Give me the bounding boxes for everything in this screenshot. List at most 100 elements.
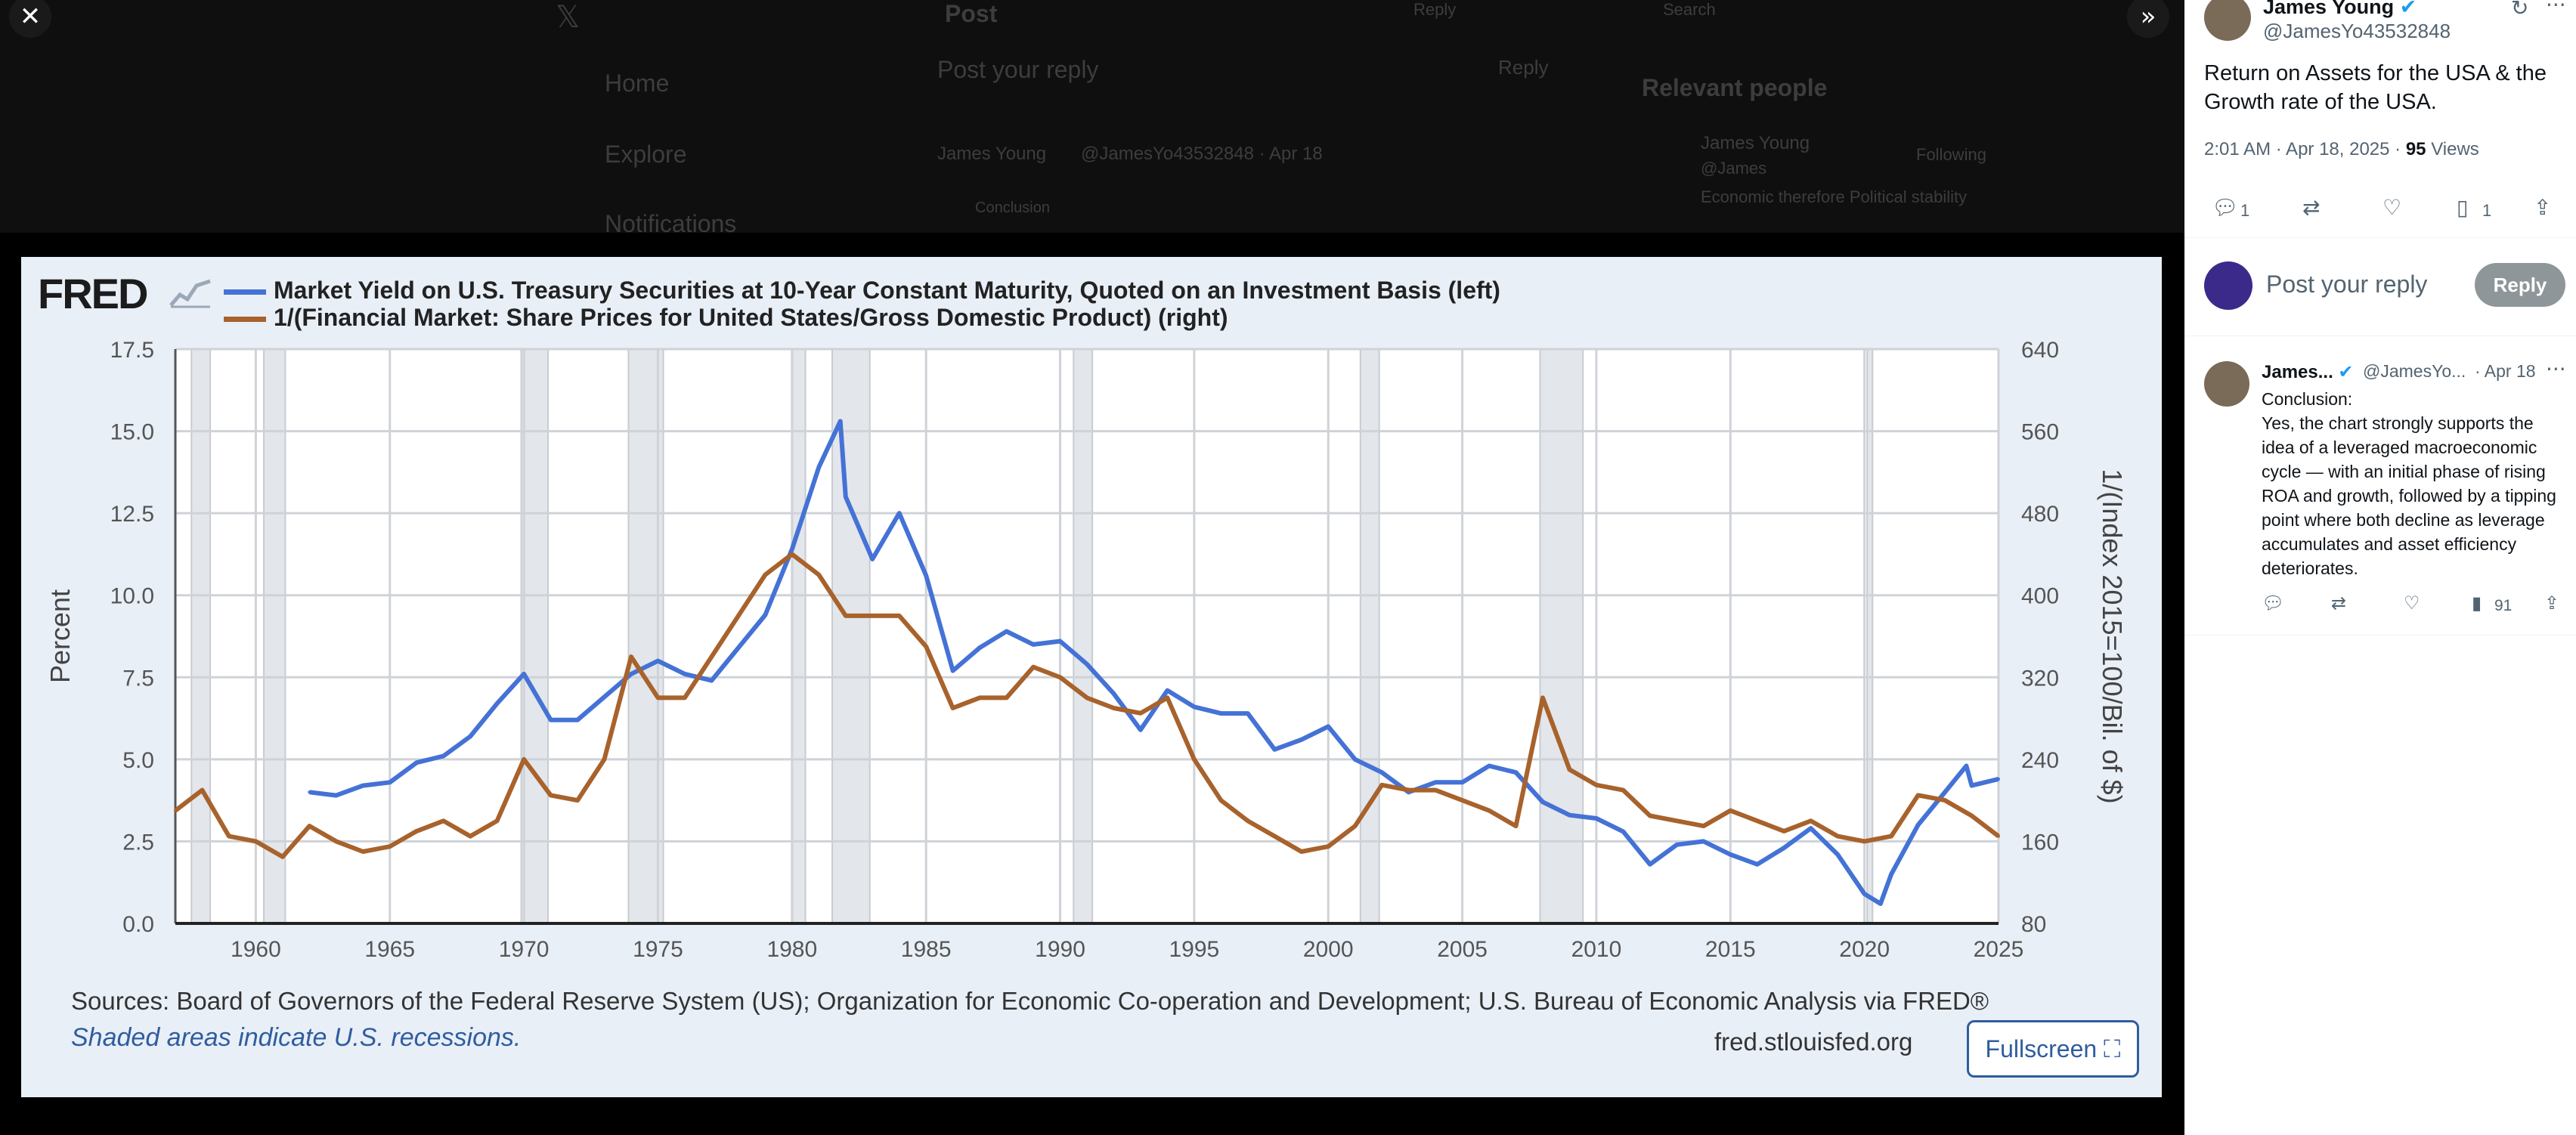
data-point-yield — [736, 646, 740, 650]
x-tick-label: 2000 — [1303, 937, 1354, 962]
data-point-share-prices — [817, 573, 821, 577]
data-point-share-prices — [1943, 799, 1947, 803]
reply-reply-icon[interactable]: 💬︎ — [2262, 592, 2285, 614]
grok-icon[interactable]: ↻ — [2511, 0, 2529, 20]
reply-more-options-icon[interactable]: ··· — [2546, 357, 2566, 382]
data-point-share-prices — [1407, 788, 1410, 792]
data-point-yield — [1621, 830, 1625, 833]
data-point-yield — [1112, 692, 1116, 695]
reply-handle[interactable]: @JamesYo... — [2363, 361, 2466, 381]
repost-icon[interactable]: ⇄ — [2302, 195, 2321, 220]
data-point-yield — [1085, 662, 1088, 666]
data-point-yield — [871, 557, 875, 561]
y-tick-label: 0.0 — [122, 912, 154, 937]
y-tick-label: 5.0 — [122, 748, 154, 773]
reply-icon[interactable]: 💬︎ — [2212, 195, 2239, 220]
tweet-meta: 2:01 AM · Apr 18, 2025 · 95 Views — [2204, 139, 2479, 160]
data-point-yield — [388, 781, 392, 784]
x-tick-label: 1970 — [499, 937, 550, 962]
data-point-share-prices — [388, 845, 392, 849]
author-handle[interactable]: @JamesYo43532848 — [2263, 20, 2451, 42]
data-point-share-prices — [174, 809, 177, 812]
data-point-yield — [1166, 688, 1169, 692]
data-point-yield — [334, 793, 338, 797]
data-point-yield — [1327, 725, 1330, 728]
fred-url[interactable]: fred.stlouisfed.org — [1714, 1028, 1913, 1056]
close-icon[interactable]: ✕ — [9, 0, 51, 38]
reply-input[interactable]: Post your reply — [2266, 271, 2428, 298]
nav-item-home: Home — [605, 70, 670, 97]
reply-repost-icon[interactable]: ⇄ — [2331, 592, 2347, 614]
data-point-share-prices — [576, 799, 580, 803]
data-point-share-prices — [1112, 707, 1116, 710]
legend-label-yield: Market Yield on U.S. Treasury Securities… — [274, 277, 1500, 304]
bookmark-icon[interactable]: ▯ — [2457, 195, 2469, 220]
data-point-share-prices — [1997, 834, 2000, 838]
y2-tick-label: 640 — [2021, 338, 2059, 363]
data-point-yield — [1353, 757, 1357, 761]
author-avatar[interactable] — [2204, 0, 2251, 41]
legend-item-share-prices: 1/(Financial Market: Share Prices for Un… — [224, 304, 1228, 332]
data-point-share-prices — [1836, 834, 1840, 838]
reply-views-icon[interactable]: ▮ — [2472, 592, 2482, 614]
more-options-icon[interactable]: ··· — [2546, 0, 2566, 17]
data-point-share-prices — [1246, 819, 1249, 823]
x-tick-label: 2015 — [1705, 937, 1756, 962]
data-point-share-prices — [656, 696, 660, 700]
author-name[interactable]: James Young ✔ — [2263, 0, 2417, 19]
data-point-share-prices — [1970, 814, 1974, 818]
reply-author-avatar[interactable] — [2204, 361, 2249, 407]
data-point-yield — [1138, 728, 1142, 731]
data-point-yield — [522, 672, 526, 676]
data-point-yield — [576, 718, 580, 722]
like-icon[interactable]: ♡ — [2382, 195, 2402, 220]
recession-band — [1539, 348, 1584, 924]
reply-author[interactable]: James... ✔ — [2262, 361, 2354, 382]
data-point-share-prices — [1299, 850, 1303, 853]
data-point-share-prices — [924, 645, 928, 648]
data-point-yield — [763, 613, 767, 617]
data-point-yield — [683, 672, 686, 676]
data-point-yield — [1965, 764, 1968, 768]
recession-band — [520, 348, 550, 924]
data-point-share-prices — [602, 757, 606, 761]
reply-button[interactable]: Reply — [2475, 263, 2565, 307]
share-icon[interactable]: ⇪ — [2534, 195, 2552, 220]
data-point-yield — [924, 574, 928, 577]
data-point-yield — [441, 754, 445, 758]
data-point-share-prices — [1541, 696, 1544, 700]
data-point-share-prices — [334, 840, 338, 843]
data-point-yield — [1648, 862, 1652, 866]
reply-like-icon[interactable]: ♡ — [2404, 592, 2420, 614]
data-point-share-prices — [790, 552, 794, 556]
data-point-share-prices — [1138, 711, 1142, 715]
data-point-share-prices — [1514, 824, 1518, 828]
data-point-share-prices — [1809, 819, 1813, 823]
current-user-avatar[interactable] — [2204, 261, 2252, 310]
data-point-share-prices — [1327, 845, 1330, 849]
data-point-share-prices — [1219, 799, 1223, 803]
double-chevron-right-icon[interactable]: » — [2127, 0, 2169, 38]
y2-tick-label: 240 — [2021, 748, 2059, 773]
bg-post-author: James Young — [937, 144, 1047, 164]
divider — [2184, 237, 2576, 238]
fred-chart-card: FRED Market Yield on U.S. Treasury Secur… — [21, 257, 2162, 1097]
bg-rp-follow: Following — [1916, 145, 1986, 164]
data-point-share-prices — [361, 850, 365, 853]
reply-share-icon[interactable]: ⇪ — [2544, 592, 2560, 614]
recession-band — [190, 348, 212, 924]
legend-label-share-prices: 1/(Financial Market: Share Prices for Un… — [274, 304, 1228, 331]
y-tick-label: 10.0 — [110, 584, 154, 609]
data-point-share-prices — [951, 707, 955, 710]
data-point-share-prices — [1488, 809, 1491, 812]
data-point-yield — [549, 718, 553, 722]
data-point-yield — [1970, 784, 1974, 787]
data-point-share-prices — [978, 696, 982, 700]
data-point-share-prices — [1621, 788, 1625, 792]
fullscreen-button[interactable]: Fullscreen ⛶ — [1967, 1020, 2139, 1078]
data-point-yield — [1878, 902, 1882, 905]
data-point-yield — [710, 679, 714, 682]
data-point-yield — [602, 695, 606, 699]
reply-date[interactable]: · Apr 18 — [2475, 361, 2536, 381]
data-point-yield — [1380, 771, 1384, 775]
